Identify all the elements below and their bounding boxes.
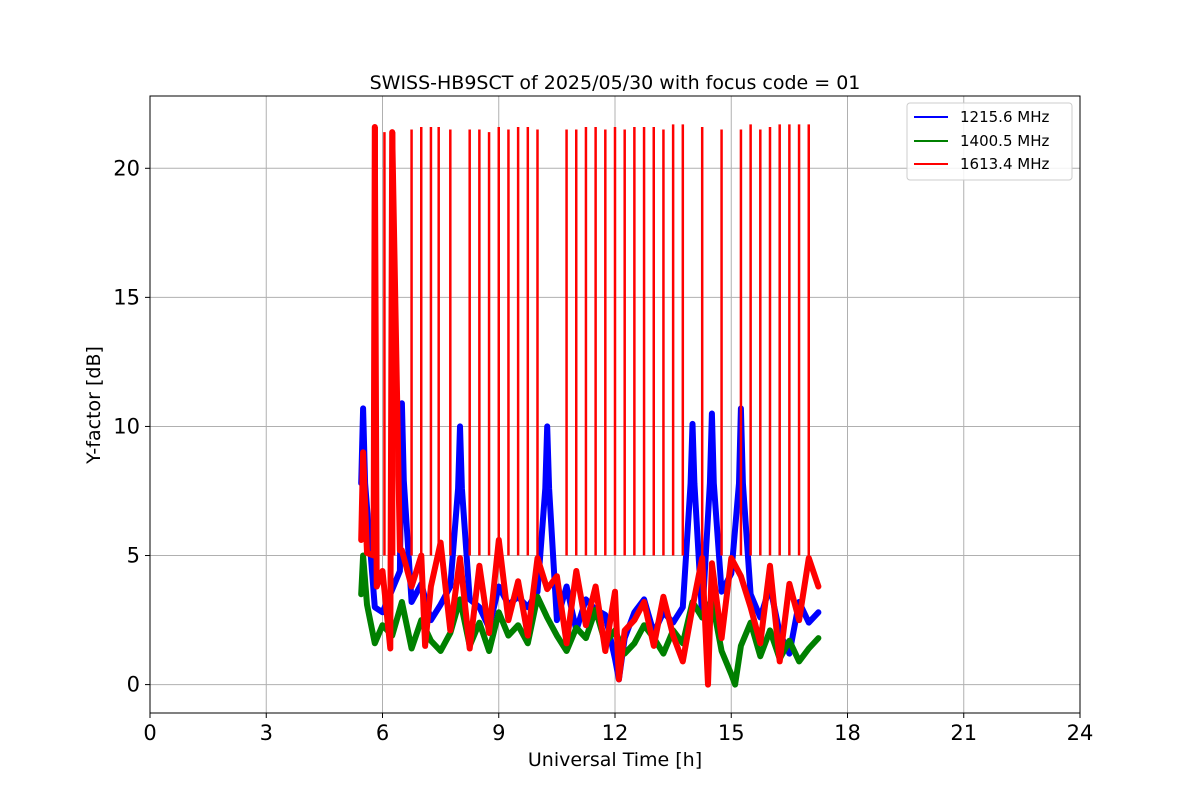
- y-axis-label: Y-factor [dB]: [83, 346, 105, 465]
- y-tick-label: 20: [113, 156, 140, 180]
- x-tick-label: 6: [376, 721, 389, 745]
- legend-label-1400-mhz: 1400.5 MHz: [960, 132, 1049, 150]
- x-tick-label: 18: [834, 721, 861, 745]
- x-tick-label: 9: [492, 721, 505, 745]
- x-tick-label: 3: [260, 721, 273, 745]
- legend-box: [906, 102, 1073, 181]
- y-tick-label: 5: [127, 544, 140, 568]
- y-tick-label: 10: [113, 414, 140, 438]
- legend: 1215.6 MHz 1400.5 MHz 1613.4 MHz: [906, 102, 1073, 181]
- series-line-1613-4-mhz: [358, 124, 822, 688]
- legend-label-1215-mhz: 1215.6 MHz: [960, 108, 1049, 126]
- legend-label-1613-mhz: 1613.4 MHz: [960, 155, 1049, 173]
- plot-area: [358, 124, 822, 688]
- chart-title: SWISS-HB9SCT of 2025/05/30 with focus co…: [370, 72, 861, 94]
- x-tick-label: 15: [718, 721, 745, 745]
- x-tick-label: 0: [143, 721, 156, 745]
- x-tick-label: 24: [1067, 721, 1094, 745]
- axis-ticks: 0 3 6 9 12 15 18 21 24 0 5 10 15 20: [113, 156, 1093, 745]
- x-tick-label: 21: [950, 721, 977, 745]
- x-axis-label: Universal Time [h]: [528, 749, 702, 771]
- x-tick-label: 12: [602, 721, 629, 745]
- y-tick-label: 15: [113, 285, 140, 309]
- y-tick-label: 0: [127, 673, 140, 697]
